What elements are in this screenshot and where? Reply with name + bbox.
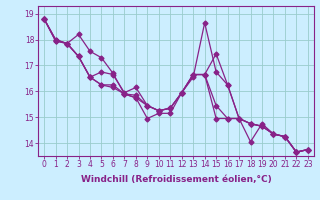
X-axis label: Windchill (Refroidissement éolien,°C): Windchill (Refroidissement éolien,°C) bbox=[81, 175, 271, 184]
